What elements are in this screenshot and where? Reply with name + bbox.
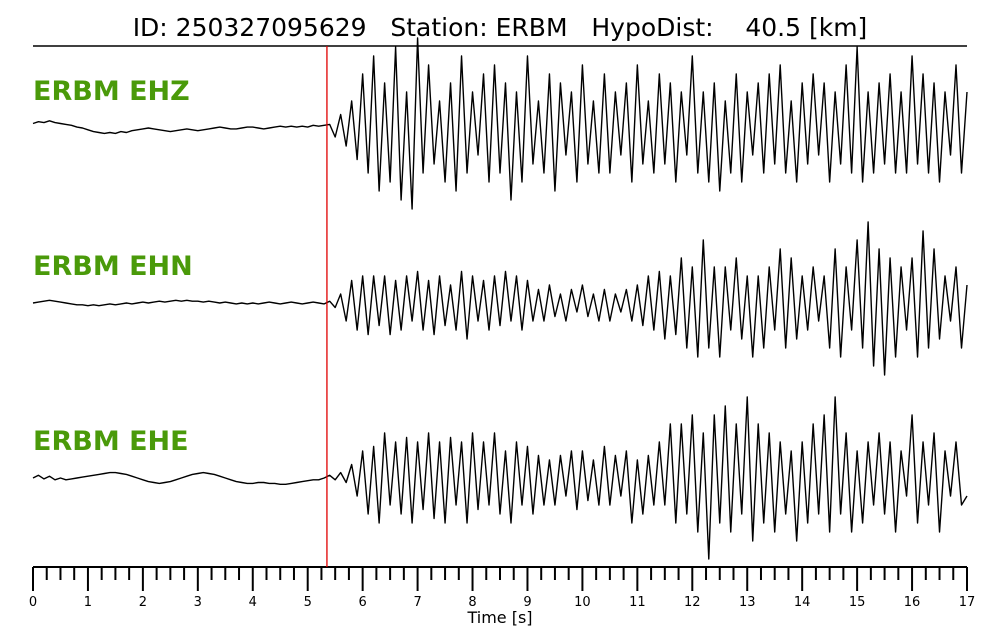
- x-tick-label: 3: [194, 595, 202, 610]
- x-tick-label: 10: [574, 595, 591, 610]
- x-tick-label: 0: [29, 595, 37, 610]
- x-axis-label: Time [s]: [466, 608, 532, 627]
- trace-label: ERBM EHZ: [33, 76, 190, 107]
- x-tick-label: 11: [629, 595, 646, 610]
- waveform: [32, 221, 968, 376]
- x-tick-label: 6: [359, 595, 367, 610]
- x-tick-label: 17: [959, 595, 976, 610]
- x-tick-label: 16: [904, 595, 921, 610]
- x-tick-label: 1: [84, 595, 92, 610]
- trace-label: ERBM EHE: [33, 426, 189, 457]
- x-tick-label: 9: [523, 595, 531, 610]
- chart-title: ID: 250327095629 Station: ERBM HypoDist:…: [133, 13, 868, 42]
- x-tick-label: 5: [304, 595, 312, 610]
- x-tick-label: 4: [249, 595, 257, 610]
- x-tick-label: 14: [794, 595, 811, 610]
- trace-label: ERBM EHN: [33, 251, 193, 282]
- x-tick-label: 2: [139, 595, 147, 610]
- x-tick-label: 13: [739, 595, 756, 610]
- waveform: [32, 396, 968, 560]
- x-tick-label: 7: [413, 595, 421, 610]
- x-tick-label: 8: [468, 595, 476, 610]
- waveform: [32, 37, 968, 210]
- x-tick-label: 15: [849, 595, 866, 610]
- x-tick-label: 12: [684, 595, 701, 610]
